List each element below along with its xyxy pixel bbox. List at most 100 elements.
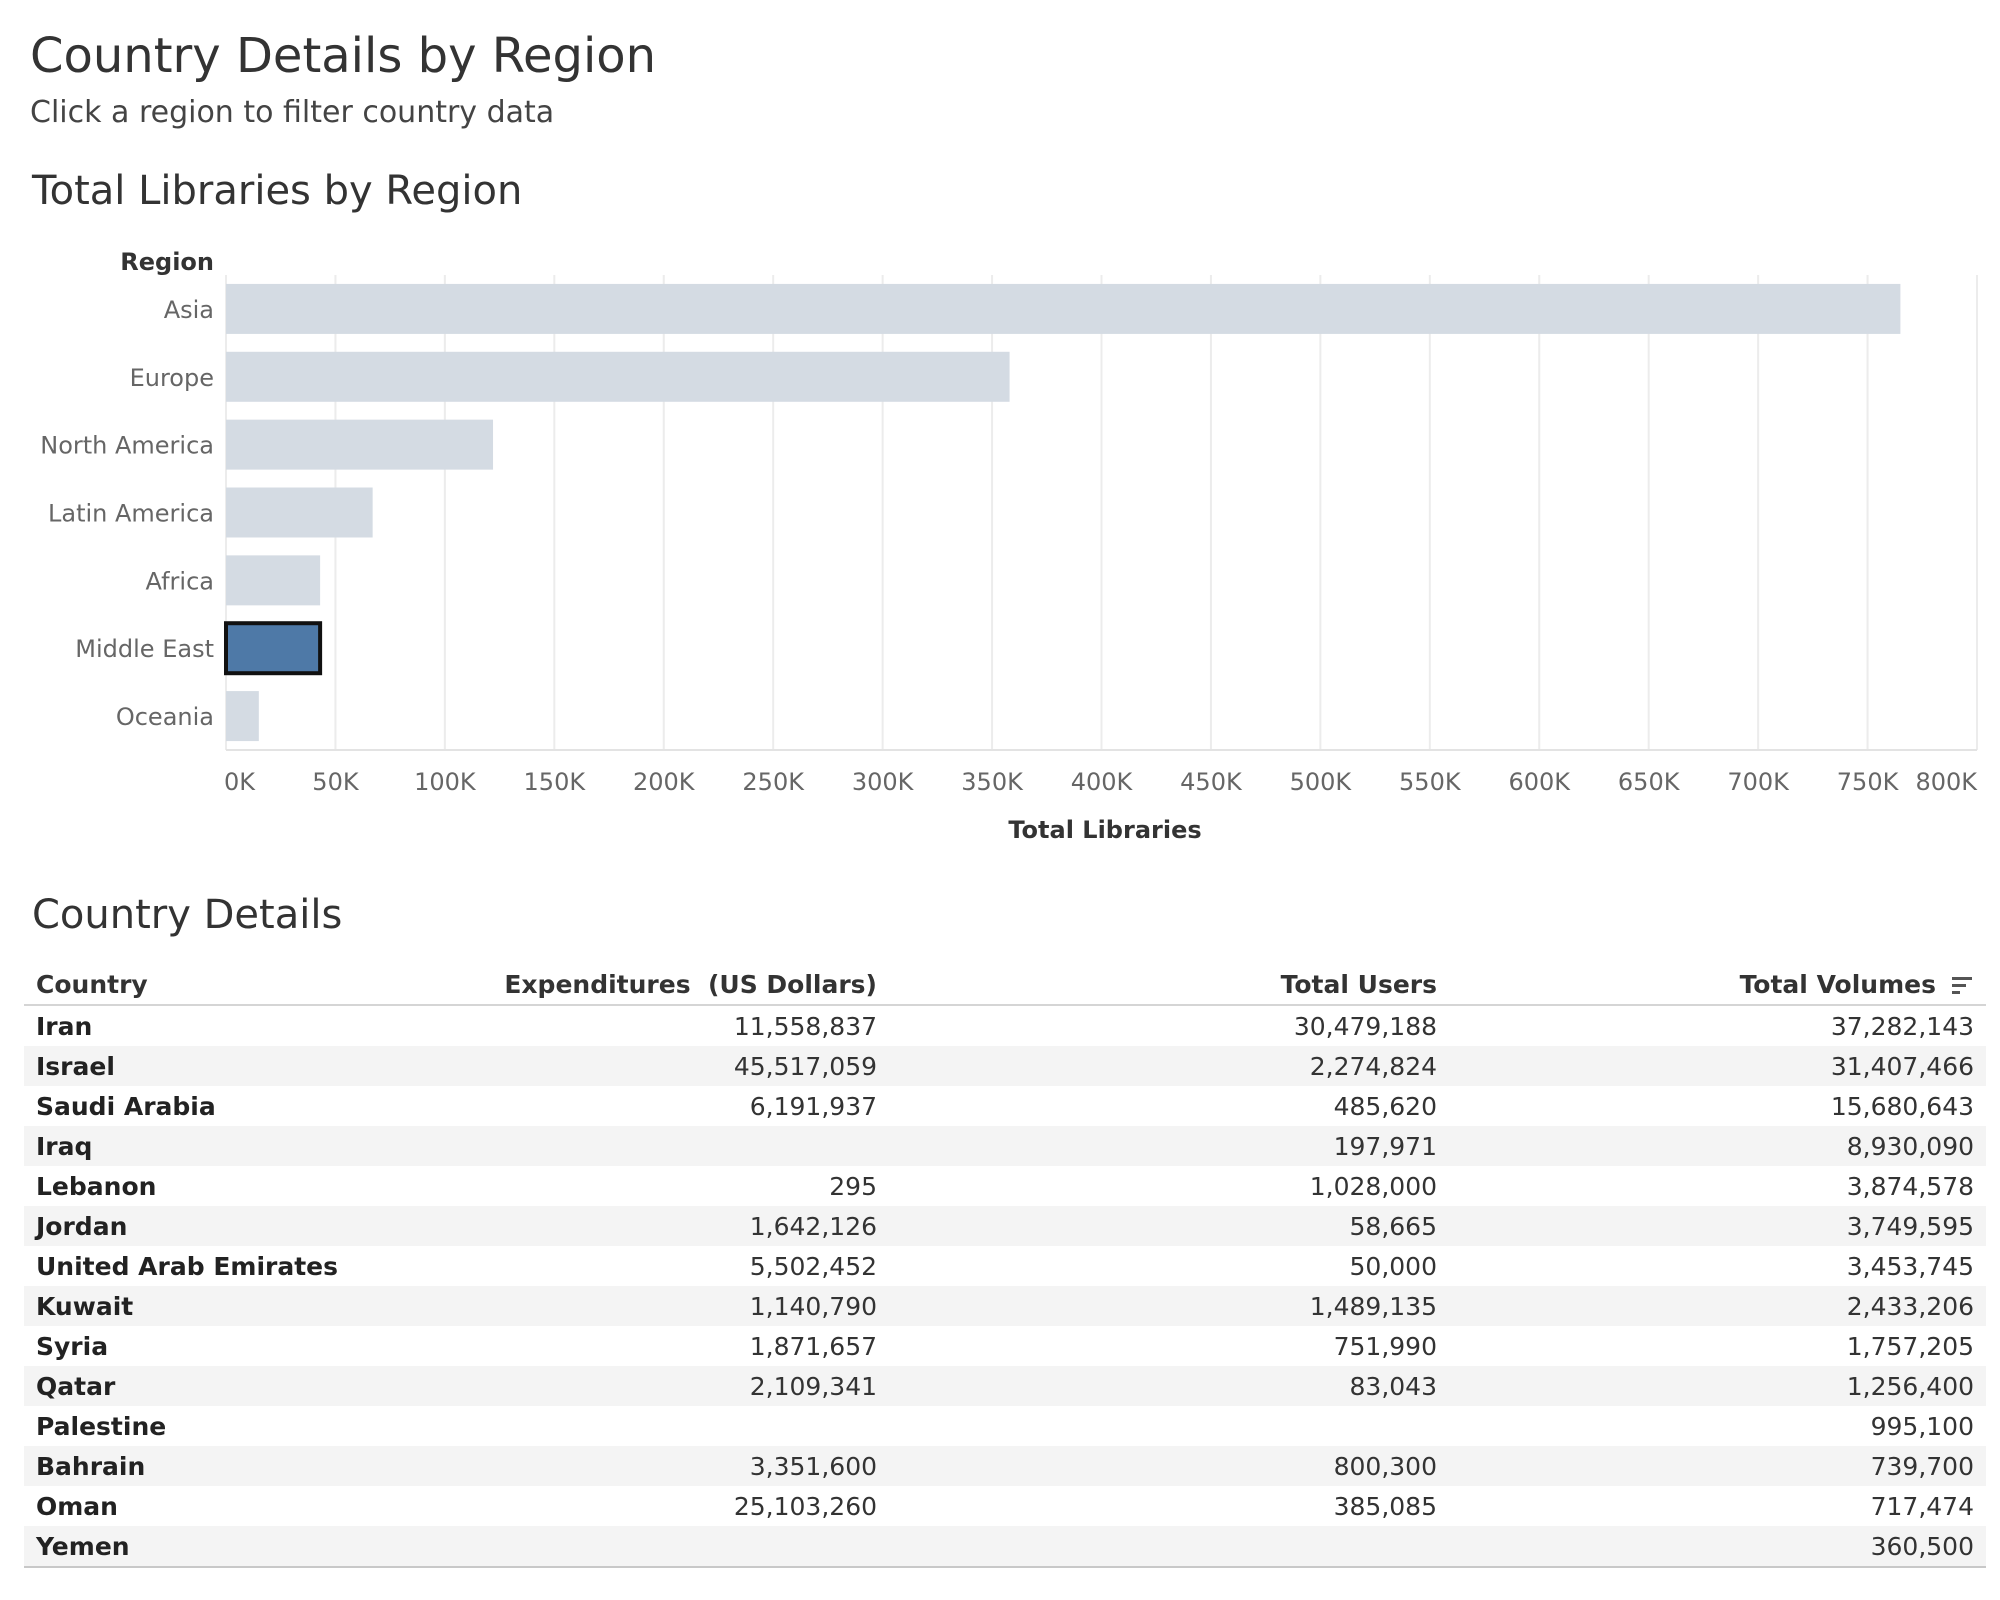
expenditures-cell: 5,502,452 <box>749 1251 877 1281</box>
country-name-cell: Syria <box>36 1331 109 1361</box>
total-users-cell: 58,665 <box>889 1206 1449 1246</box>
expenditures-cell: 1,642,126 <box>314 1206 889 1246</box>
x-tick-label: 500K <box>1290 768 1353 796</box>
table-row[interactable]: Iran 11,558,837 30,479,188 37,282,143 <box>24 1005 1986 1046</box>
country-details-table: Country Expenditures (US Dollars) Total … <box>24 964 1986 1568</box>
total-volumes-cell: 3,874,578 <box>1846 1171 1974 1201</box>
table-header-row: Country Expenditures (US Dollars) Total … <box>24 964 1986 1006</box>
table-title: Country Details <box>32 892 343 938</box>
x-tick-label: 800K <box>1915 768 1978 796</box>
expenditures-cell: 45,517,059 <box>314 1046 889 1086</box>
column-header-expenditures[interactable]: Expenditures (US Dollars) <box>314 964 889 1006</box>
expenditures-cell: 295 <box>829 1171 877 1201</box>
category-label[interactable]: North America <box>40 432 214 460</box>
expenditures-cell: 1,140,790 <box>314 1286 889 1326</box>
bar-europe[interactable] <box>226 351 1010 402</box>
table-row[interactable]: Jordan 1,642,126 58,665 3,749,595 <box>24 1206 1986 1246</box>
column-header-country[interactable]: Country <box>24 964 314 1006</box>
bar-middle-east[interactable] <box>224 621 323 676</box>
country-name-cell: Oman <box>36 1491 118 1521</box>
country-name-cell: Iran <box>36 1011 93 1041</box>
chart-title: Total Libraries by Region <box>32 168 523 214</box>
column-header-total-volumes[interactable]: Total Volumes <box>1449 964 1986 1006</box>
chart-gridlines <box>225 275 1978 751</box>
total-users-cell: 751,990 <box>1333 1331 1437 1361</box>
total-users-cell: 50,000 <box>1349 1251 1437 1281</box>
bar-latin-america[interactable] <box>226 487 373 538</box>
total-users-cell: 1,489,135 <box>889 1286 1449 1326</box>
x-tick-label: 350K <box>961 768 1024 796</box>
category-label[interactable]: Latin America <box>48 500 214 528</box>
expenditures-cell <box>314 1406 889 1446</box>
total-volumes-cell: 1,757,205 <box>1846 1331 1974 1361</box>
bar-asia[interactable] <box>226 283 1901 334</box>
column-header-total-users[interactable]: Total Users <box>889 964 1449 1006</box>
table-row[interactable]: Lebanon 295 1,028,000 3,874,578 <box>24 1166 1986 1206</box>
table-row[interactable]: Iraq 197,971 8,930,090 <box>24 1126 1986 1166</box>
total-users-cell: 2,274,824 <box>889 1046 1449 1086</box>
bar-oceania[interactable] <box>226 691 259 742</box>
x-tick-label: 750K <box>1837 768 1900 796</box>
x-tick-label: 200K <box>633 768 696 796</box>
category-labels: Asia Europe North America Latin America Afri… <box>40 296 214 731</box>
total-users-cell: 30,479,188 <box>1293 1011 1437 1041</box>
table-row[interactable]: Palestine 995,100 <box>24 1406 1986 1446</box>
total-users-cell: 800,300 <box>889 1446 1449 1486</box>
category-label[interactable]: Oceania <box>116 703 214 731</box>
total-volumes-cell: 8,930,090 <box>1449 1126 1986 1166</box>
bar-north-america[interactable] <box>226 419 494 470</box>
country-name-cell: Jordan <box>24 1206 314 1246</box>
x-tick-label: 550K <box>1399 768 1462 796</box>
table-row[interactable]: Yemen 360,500 <box>24 1526 1986 1568</box>
table-row[interactable]: Bahrain 3,351,600 800,300 739,700 <box>24 1446 1986 1486</box>
bar-chart: Asia Europe North America Latin America Afri… <box>40 248 1978 844</box>
x-tick-label: 400K <box>1071 768 1134 796</box>
country-name-cell: Israel <box>24 1046 314 1086</box>
expenditures-cell: 1,871,657 <box>749 1331 877 1361</box>
table-row[interactable]: United Arab Emirates 5,502,452 50,000 3,453… <box>24 1246 1986 1286</box>
table-row[interactable]: Israel 45,517,059 2,274,824 31,407,466 <box>24 1046 1986 1086</box>
total-users-cell: 385,085 <box>1333 1491 1437 1521</box>
country-name-cell: Yemen <box>24 1526 314 1568</box>
x-tick-label: 150K <box>524 768 587 796</box>
x-tick-label: 300K <box>852 768 915 796</box>
table-row[interactable]: Syria 1,871,657 751,990 1,757,205 <box>24 1326 1986 1366</box>
x-axis-title: Total Libraries <box>1008 816 1201 844</box>
total-volumes-cell: 3,749,595 <box>1449 1206 1986 1246</box>
total-volumes-cell: 31,407,466 <box>1449 1046 1986 1086</box>
sort-descending-icon[interactable] <box>1950 975 1974 997</box>
table-row[interactable]: Oman 25,103,260 385,085 717,474 <box>24 1486 1986 1526</box>
table-row[interactable]: Saudi Arabia 6,191,937 485,620 15,680,643 <box>24 1086 1986 1126</box>
bar-africa[interactable] <box>226 555 321 606</box>
total-volumes-cell: 995,100 <box>1870 1411 1974 1441</box>
total-users-cell: 1,028,000 <box>1309 1171 1437 1201</box>
expenditures-cell: 11,558,837 <box>733 1011 877 1041</box>
expenditures-cell: 3,351,600 <box>314 1446 889 1486</box>
total-users-cell <box>889 1406 1449 1446</box>
y-axis-title: Region <box>120 248 214 276</box>
table-row[interactable]: Kuwait 1,140,790 1,489,135 2,433,206 <box>24 1286 1986 1326</box>
country-name-cell: Iraq <box>24 1126 314 1166</box>
total-volumes-cell: 1,256,400 <box>1449 1366 1986 1406</box>
total-users-cell: 197,971 <box>889 1126 1449 1166</box>
category-label[interactable]: Africa <box>146 567 214 595</box>
country-name-cell: United Arab Emirates <box>36 1251 339 1281</box>
country-name-cell: Saudi Arabia <box>36 1091 216 1121</box>
expenditures-cell: 25,103,260 <box>733 1491 877 1521</box>
category-label[interactable]: Europe <box>130 364 214 392</box>
country-name-cell: Bahrain <box>24 1446 314 1486</box>
category-label[interactable]: Middle East <box>75 635 214 663</box>
total-volumes-cell: 37,282,143 <box>1830 1011 1974 1041</box>
table-row[interactable]: Qatar 2,109,341 83,043 1,256,400 <box>24 1366 1986 1406</box>
total-volumes-cell: 2,433,206 <box>1449 1286 1986 1326</box>
expenditures-cell <box>314 1126 889 1166</box>
total-volumes-cell: 3,453,745 <box>1846 1251 1974 1281</box>
x-tick-label: 50K <box>312 768 360 796</box>
total-volumes-cell: 717,474 <box>1870 1491 1974 1521</box>
category-label[interactable]: Asia <box>164 296 214 324</box>
total-users-cell <box>889 1526 1449 1568</box>
total-users-cell: 485,620 <box>1333 1091 1437 1121</box>
total-volumes-cell: 739,700 <box>1449 1446 1986 1486</box>
x-tick-label: 450K <box>1180 768 1243 796</box>
country-name-cell: Lebanon <box>36 1171 157 1201</box>
